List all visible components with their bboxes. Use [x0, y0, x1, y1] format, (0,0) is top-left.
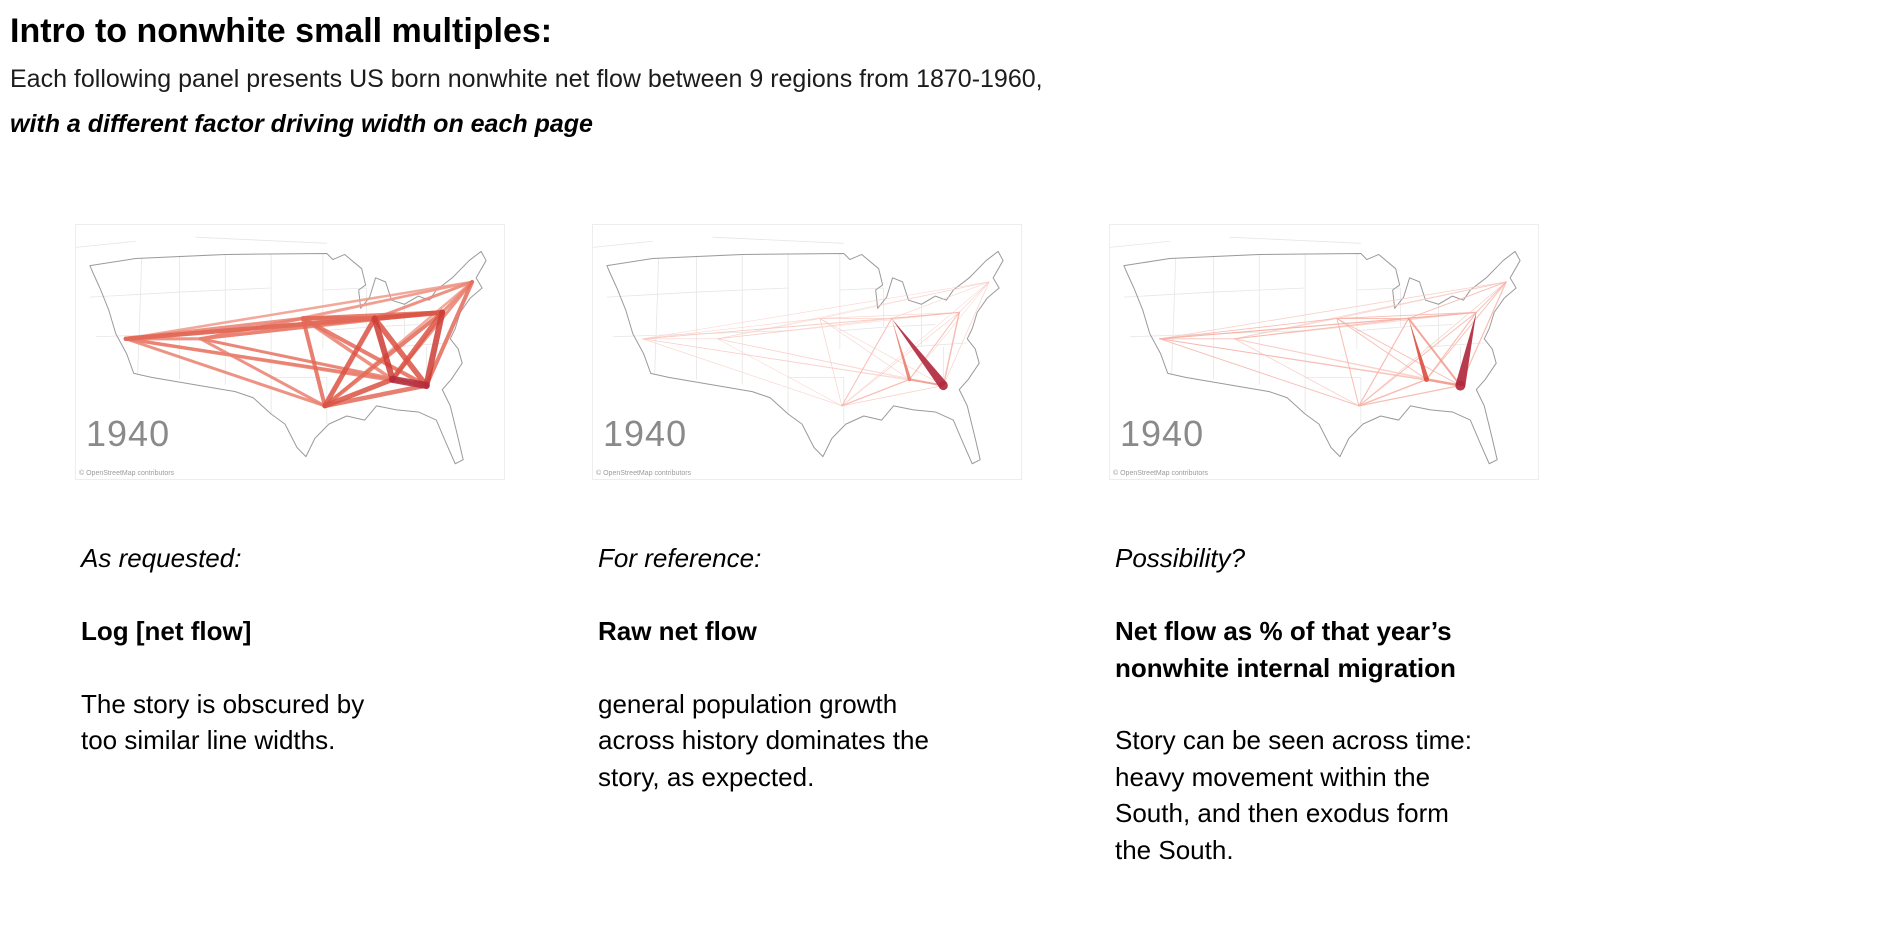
panel-percent-migration: 1940 © OpenStreetMap contributors Possib… — [1109, 224, 1541, 904]
panel-raw-net-flow: 1940 © OpenStreetMap contributors For re… — [592, 224, 1024, 904]
caption-title: Net flow as % of that year’s nonwhite in… — [1115, 616, 1456, 683]
caption-body: Story can be seen across time: heavy mov… — [1115, 725, 1472, 865]
panel-log-net-flow: 1940 © OpenStreetMap contributors As req… — [75, 224, 507, 904]
caption-title: Raw net flow — [598, 616, 757, 647]
subtitle: Each following panel presents US born no… — [10, 65, 1043, 94]
subtitle-emphasis: with a different factor driving width on… — [10, 109, 593, 138]
caption-body: general population growth across history… — [598, 688, 929, 792]
panel-caption: As requested: Log [net flow] The story i… — [75, 504, 507, 795]
us-flow-map — [76, 225, 504, 479]
page-title: Intro to nonwhite small multiples: — [10, 12, 553, 50]
panel-caption: For reference: Raw net flow general popu… — [592, 504, 1024, 832]
panels-row: 1940 © OpenStreetMap contributors As req… — [75, 224, 1541, 904]
osm-attribution: © OpenStreetMap contributors — [1113, 470, 1209, 477]
osm-attribution: © OpenStreetMap contributors — [79, 470, 175, 477]
us-flow-map — [593, 225, 1021, 479]
caption-title: Log [net flow] — [81, 616, 252, 647]
caption-body: The story is obscured by too similar lin… — [81, 688, 365, 756]
caption-lead: As requested: — [81, 543, 242, 574]
us-flow-map — [1110, 225, 1538, 479]
panel-caption: Possibility? Net flow as % of that year’… — [1109, 504, 1541, 904]
caption-lead: For reference: — [598, 543, 762, 574]
flow-map-figure: 1940 © OpenStreetMap contributors — [75, 224, 505, 480]
osm-attribution: © OpenStreetMap contributors — [596, 470, 692, 477]
header: Intro to nonwhite small multiples: Each … — [10, 12, 1410, 139]
flow-map-figure: 1940 © OpenStreetMap contributors — [592, 224, 1022, 480]
flow-map-figure: 1940 © OpenStreetMap contributors — [1109, 224, 1539, 480]
caption-lead: Possibility? — [1115, 543, 1246, 574]
